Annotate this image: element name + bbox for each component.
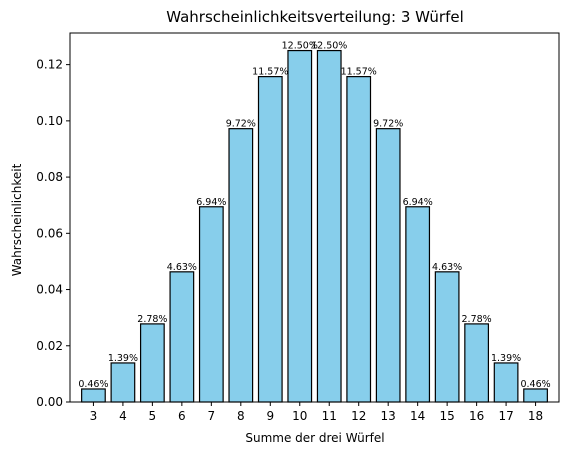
bar-9 — [257, 76, 283, 403]
x-tick-label-11: 11 — [322, 409, 337, 423]
data-label-6: 4.63% — [167, 262, 197, 273]
data-label-9: 11.57% — [252, 67, 288, 78]
x-tick-label-9: 9 — [266, 409, 274, 423]
data-label-15: 4.63% — [432, 262, 462, 273]
y-axis-label: Wahrscheinlichkeit — [10, 163, 24, 276]
y-tick-label-0.06: 0.06 — [36, 226, 63, 240]
x-tick-label-17: 17 — [498, 409, 513, 423]
data-label-10: 12.50% — [282, 41, 318, 52]
bar-5 — [139, 323, 165, 403]
data-label-18: 0.46% — [520, 379, 550, 390]
y-tick-label-0.00: 0.00 — [36, 395, 63, 409]
data-label-7: 6.94% — [196, 197, 226, 208]
bar-15 — [434, 271, 460, 403]
bar-17 — [493, 362, 519, 403]
x-tick-label-6: 6 — [178, 409, 186, 423]
x-tick-label-13: 13 — [381, 409, 396, 423]
x-tick-label-10: 10 — [292, 409, 307, 423]
x-tick-label-8: 8 — [237, 409, 245, 423]
bar-4 — [110, 362, 136, 403]
x-tick-label-12: 12 — [351, 409, 366, 423]
y-tick-label-0.04: 0.04 — [36, 283, 63, 297]
x-tick-label-14: 14 — [410, 409, 425, 423]
x-tick-label-4: 4 — [119, 409, 127, 423]
x-axis-label: Summe der drei Würfel — [245, 431, 384, 445]
bar-8 — [228, 128, 254, 403]
y-tick-label-0.12: 0.12 — [36, 58, 63, 72]
x-tick-label-7: 7 — [208, 409, 216, 423]
chart-title: Wahrscheinlichkeitsverteilung: 3 Würfel — [166, 8, 464, 26]
x-tick-label-5: 5 — [149, 409, 157, 423]
data-label-11: 12.50% — [311, 41, 347, 52]
y-tick-label-0.10: 0.10 — [36, 114, 63, 128]
bar-7 — [198, 206, 224, 403]
x-tick-label-18: 18 — [528, 409, 543, 423]
data-label-8: 9.72% — [226, 119, 256, 130]
bars-group — [81, 49, 548, 403]
data-label-5: 2.78% — [137, 314, 167, 325]
bar-13 — [375, 128, 401, 403]
bar-11 — [316, 49, 342, 403]
data-label-17: 1.39% — [491, 353, 521, 364]
bar-3 — [81, 388, 106, 403]
y-tick-label-0.02: 0.02 — [36, 339, 63, 353]
data-label-16: 2.78% — [462, 314, 492, 325]
data-label-13: 9.72% — [373, 119, 403, 130]
bar-6 — [169, 271, 195, 403]
x-tick-label-3: 3 — [90, 409, 98, 423]
x-tick-label-16: 16 — [469, 409, 484, 423]
data-label-4: 1.39% — [108, 353, 138, 364]
y-tick-label-0.08: 0.08 — [36, 170, 63, 184]
data-labels-group: 0.46% 1.39% 2.78% 4.63% 6.94% 9.72% 11.57% 12.5… — [78, 41, 550, 390]
data-label-14: 6.94% — [403, 197, 433, 208]
x-tick-label-15: 15 — [439, 409, 454, 423]
data-label-12: 11.57% — [341, 67, 377, 78]
bar-16 — [464, 323, 490, 403]
y-ticks-group: 0.00 0.02 0.04 0.06 0.08 0.10 0.12 — [36, 58, 70, 409]
bar-10 — [287, 49, 313, 403]
bar-18 — [523, 388, 548, 403]
x-ticks-group: 3 4 5 6 7 8 9 10 11 12 13 14 15 16 17 18 — [90, 402, 543, 423]
bar-14 — [405, 206, 431, 403]
data-label-3: 0.46% — [78, 379, 108, 390]
bar-12 — [346, 76, 372, 403]
plot-frame — [69, 32, 560, 403]
